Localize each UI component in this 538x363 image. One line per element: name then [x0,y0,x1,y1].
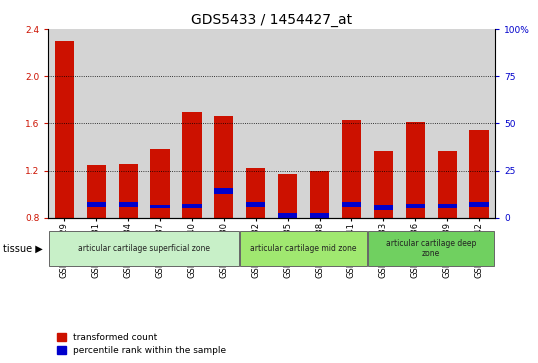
Bar [48,29,80,218]
Bar [374,205,393,209]
Bar [118,163,138,218]
Bar [182,112,202,218]
Bar [240,29,272,218]
Bar [437,151,457,218]
Bar [399,29,431,218]
Bar [246,202,265,207]
Bar [112,29,144,218]
Bar [310,171,329,218]
Bar [367,29,399,218]
Bar [49,231,239,266]
Bar [87,165,106,218]
Bar [278,213,297,218]
Bar [246,168,265,218]
Bar [431,29,463,218]
Bar [342,202,361,207]
Bar [310,213,329,218]
Bar [214,116,233,218]
Bar [278,174,297,218]
Bar [470,202,489,207]
Bar [151,150,169,218]
Bar [406,122,425,218]
Text: articular cartilage superficial zone: articular cartilage superficial zone [78,244,210,253]
Bar [144,29,176,218]
Bar [87,202,106,207]
Bar [336,29,367,218]
Bar [240,231,367,266]
Bar [374,151,393,218]
Legend: transformed count, percentile rank within the sample: transformed count, percentile rank withi… [53,330,230,359]
Title: GDS5433 / 1454427_at: GDS5433 / 1454427_at [191,13,352,26]
Bar [463,29,495,218]
Text: articular cartilage deep
zone: articular cartilage deep zone [386,239,476,258]
Text: articular cartilage mid zone: articular cartilage mid zone [250,244,357,253]
Bar [470,130,489,218]
Bar [151,205,169,208]
Bar [55,41,74,218]
Bar [208,29,240,218]
Bar [272,29,303,218]
Bar [303,29,336,218]
Bar [118,202,138,207]
Text: tissue ▶: tissue ▶ [3,244,43,254]
Bar [176,29,208,218]
Bar [437,204,457,208]
Bar [182,204,202,208]
Bar [406,204,425,208]
Bar [342,120,361,218]
Bar [214,188,233,194]
Bar [368,231,494,266]
Bar [80,29,112,218]
